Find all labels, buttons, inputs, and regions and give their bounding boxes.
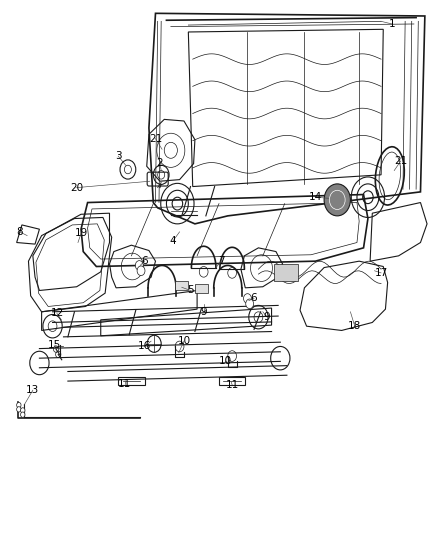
Text: 10: 10 (177, 336, 191, 346)
Text: 12: 12 (50, 309, 64, 318)
Text: 14: 14 (309, 192, 322, 202)
Text: 9: 9 (200, 307, 207, 317)
Text: 8: 8 (16, 227, 23, 237)
Text: 11: 11 (118, 379, 131, 389)
Circle shape (324, 184, 350, 216)
Bar (195, 284, 208, 293)
Text: 11: 11 (226, 380, 239, 390)
Text: 3: 3 (115, 151, 122, 161)
Text: 1: 1 (389, 19, 396, 29)
Text: 5: 5 (187, 286, 194, 295)
Bar (175, 281, 188, 290)
Circle shape (246, 299, 254, 309)
Circle shape (17, 407, 21, 412)
Circle shape (244, 294, 251, 303)
Text: 2: 2 (156, 158, 163, 167)
Circle shape (21, 408, 25, 413)
Text: 13: 13 (26, 385, 39, 395)
Circle shape (137, 266, 145, 276)
Text: 19: 19 (74, 229, 88, 238)
Text: 4: 4 (170, 236, 177, 246)
Text: 10: 10 (219, 357, 232, 366)
Circle shape (135, 261, 143, 270)
Bar (274, 264, 298, 281)
Text: 16: 16 (138, 342, 151, 351)
Text: 15: 15 (48, 341, 61, 350)
Text: 21: 21 (149, 134, 162, 143)
Circle shape (21, 412, 25, 417)
Text: 17: 17 (374, 268, 388, 278)
Text: 6: 6 (141, 256, 148, 266)
Text: 6: 6 (251, 294, 258, 303)
Text: 21: 21 (394, 156, 407, 166)
Bar (118, 377, 145, 385)
Text: 9: 9 (264, 312, 271, 322)
Circle shape (17, 402, 21, 408)
Text: 7: 7 (218, 256, 225, 266)
Text: 18: 18 (348, 321, 361, 331)
Bar (219, 377, 245, 385)
Text: 20: 20 (70, 183, 83, 192)
